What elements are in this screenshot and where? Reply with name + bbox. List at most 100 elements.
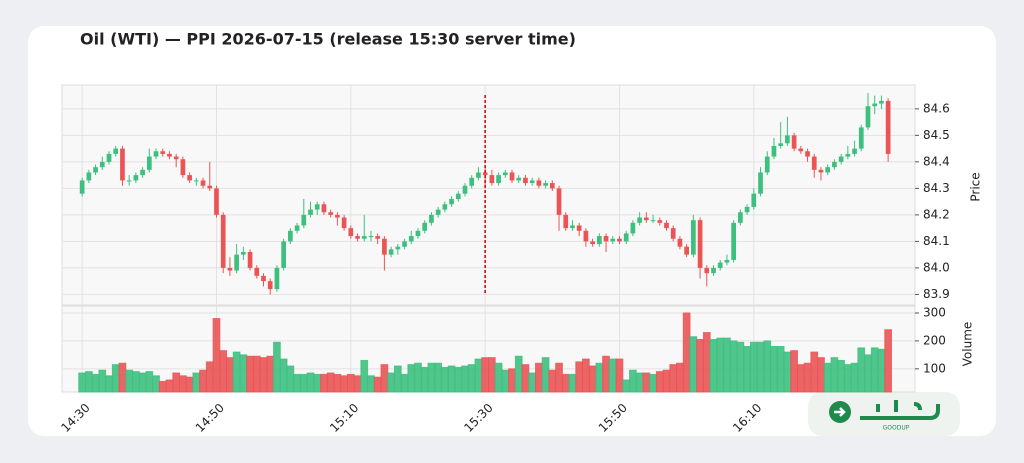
- volume-bar: [360, 359, 369, 393]
- volume-bar: [152, 375, 160, 393]
- volume-bar: [393, 365, 402, 393]
- candle-body: [234, 254, 239, 271]
- volume-bar: [817, 357, 825, 393]
- candle-body: [865, 106, 871, 128]
- volume-bar: [649, 373, 657, 393]
- candle-body: [207, 185, 213, 189]
- candle-body: [583, 230, 589, 242]
- volume-bar: [306, 372, 315, 393]
- volume-bar: [387, 372, 395, 393]
- candle-body: [751, 193, 757, 207]
- volume-bar: [299, 373, 308, 393]
- candle-body: [281, 241, 286, 268]
- candle-body: [173, 156, 179, 160]
- volume-bar: [555, 362, 563, 393]
- candle-body: [852, 148, 857, 154]
- candle-body: [691, 220, 696, 255]
- candle-body: [294, 225, 300, 231]
- volume-bar: [474, 358, 483, 393]
- volume-bar: [212, 318, 221, 393]
- candle-body: [314, 204, 320, 210]
- volume-bar: [380, 364, 389, 393]
- y-tick-label: 84.6: [923, 101, 950, 115]
- candle-body: [308, 209, 313, 215]
- candle-body: [805, 151, 810, 157]
- candle-body: [556, 188, 562, 215]
- candle-body: [717, 262, 723, 268]
- y-tick-label: 84.2: [923, 207, 950, 221]
- volume-bar: [830, 357, 839, 393]
- candle-body: [267, 281, 273, 290]
- volume-bar: [353, 375, 362, 393]
- candle-body: [361, 236, 367, 239]
- candle-body: [596, 236, 602, 245]
- volume-bar: [702, 332, 711, 393]
- x-tick-label: 15:10: [327, 401, 361, 435]
- volume-bar: [602, 355, 610, 393]
- candle-body: [429, 214, 434, 223]
- volume-bar: [850, 362, 859, 393]
- volume-bar: [266, 355, 275, 393]
- volume-bar: [810, 351, 819, 393]
- volume-bar: [568, 373, 577, 393]
- candle-body: [603, 236, 609, 242]
- candle-body: [758, 172, 763, 194]
- candle-body: [435, 209, 441, 215]
- candle-body: [133, 175, 139, 181]
- volume-bar: [696, 339, 704, 393]
- volume-bar: [118, 362, 127, 393]
- volume-bar: [414, 362, 422, 393]
- candle-body: [549, 183, 555, 189]
- candle-body: [650, 220, 656, 222]
- volume-bar: [373, 376, 382, 393]
- volume-bar: [635, 372, 644, 393]
- volume-bar: [662, 369, 671, 393]
- candle-body: [106, 153, 112, 162]
- candle-body: [476, 172, 481, 178]
- volume-bar: [461, 365, 469, 393]
- logo-arrow: [834, 407, 846, 417]
- candle-body: [462, 185, 468, 194]
- candle-body: [482, 172, 488, 176]
- volume-bar: [877, 348, 886, 393]
- candle-body: [449, 198, 454, 205]
- volume-bar: [320, 373, 328, 393]
- volume-bar: [199, 369, 207, 393]
- candle-body: [576, 225, 582, 231]
- volume-bar: [454, 366, 463, 393]
- volume-bar: [226, 357, 234, 393]
- candle-body: [617, 238, 622, 242]
- candle-body: [785, 135, 790, 144]
- volume-bar: [843, 364, 852, 393]
- y-tick-label: 100: [923, 361, 946, 375]
- volume-bar: [803, 362, 812, 393]
- candle-body: [536, 180, 542, 186]
- volume-bar: [219, 350, 228, 393]
- y-tick-label: 300: [923, 305, 946, 319]
- candle-body: [355, 236, 360, 239]
- candle-body: [274, 267, 280, 290]
- candle-body: [543, 183, 548, 186]
- candle-body: [489, 175, 495, 184]
- candle-body: [711, 267, 716, 274]
- candle-body: [187, 175, 192, 181]
- volume-bar: [763, 340, 772, 393]
- candle-body: [610, 238, 616, 242]
- volume-bar: [447, 365, 456, 393]
- candle-body: [523, 177, 528, 184]
- volume-bar: [488, 357, 496, 393]
- volume-bar: [91, 373, 100, 393]
- volume-bar: [521, 364, 530, 393]
- volume-bar: [333, 373, 342, 393]
- candle-body: [637, 217, 642, 223]
- volume-bar: [158, 380, 167, 393]
- candle-body: [120, 148, 125, 181]
- volume-bar: [273, 341, 281, 393]
- candle-body: [670, 228, 676, 239]
- candle-body: [321, 204, 327, 213]
- volume-bar: [736, 341, 745, 393]
- volume-bar: [252, 355, 261, 393]
- candle-body: [288, 230, 293, 242]
- candle-body: [771, 145, 777, 157]
- volume-bar: [615, 358, 624, 393]
